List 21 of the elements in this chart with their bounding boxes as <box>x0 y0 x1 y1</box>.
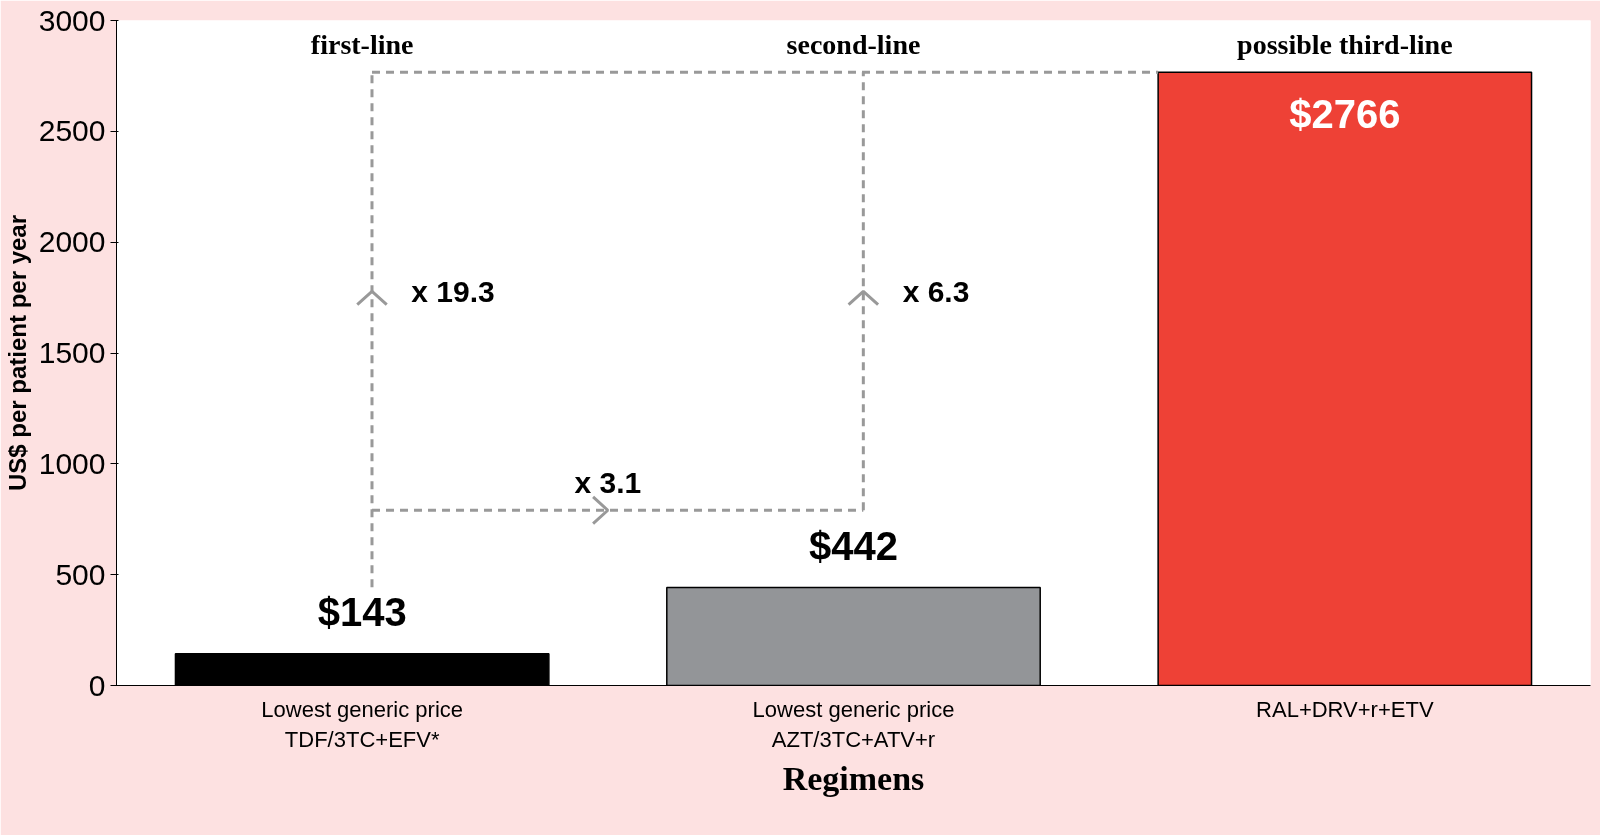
annotation: x 3.1 <box>574 466 642 500</box>
annotation: first-line <box>310 28 414 60</box>
y-tick-label: 500 <box>55 557 106 591</box>
y-tick-label: 2000 <box>38 225 106 259</box>
y-tick-label: 2500 <box>38 114 106 148</box>
annotation: x 19.3 <box>411 274 495 308</box>
annotation: x 6.3 <box>902 274 970 308</box>
y-axis-title: US$ per patient per year <box>3 214 31 492</box>
data-label: $442 <box>809 523 898 568</box>
y-tick-label: 1500 <box>38 336 106 369</box>
annotation: second-line <box>786 28 921 60</box>
x-tick-label: Lowest generic price AZT/3TC+ATV+r <box>752 696 955 752</box>
data-label: $2766 <box>1289 92 1401 137</box>
data-label: $143 <box>317 589 407 634</box>
x-axis-title: Regimens <box>782 759 925 797</box>
y-tick-label: 1000 <box>38 446 106 480</box>
x-tick-label: Lowest generic price TDF/3TC+EFV* <box>261 696 464 752</box>
annotation: possible third-line <box>1237 28 1453 60</box>
y-tick-label: 3000 <box>38 3 106 37</box>
y-tick-label: 0 <box>88 668 106 702</box>
x-tick-label: RAL+DRV+r+ETV <box>1256 696 1434 722</box>
